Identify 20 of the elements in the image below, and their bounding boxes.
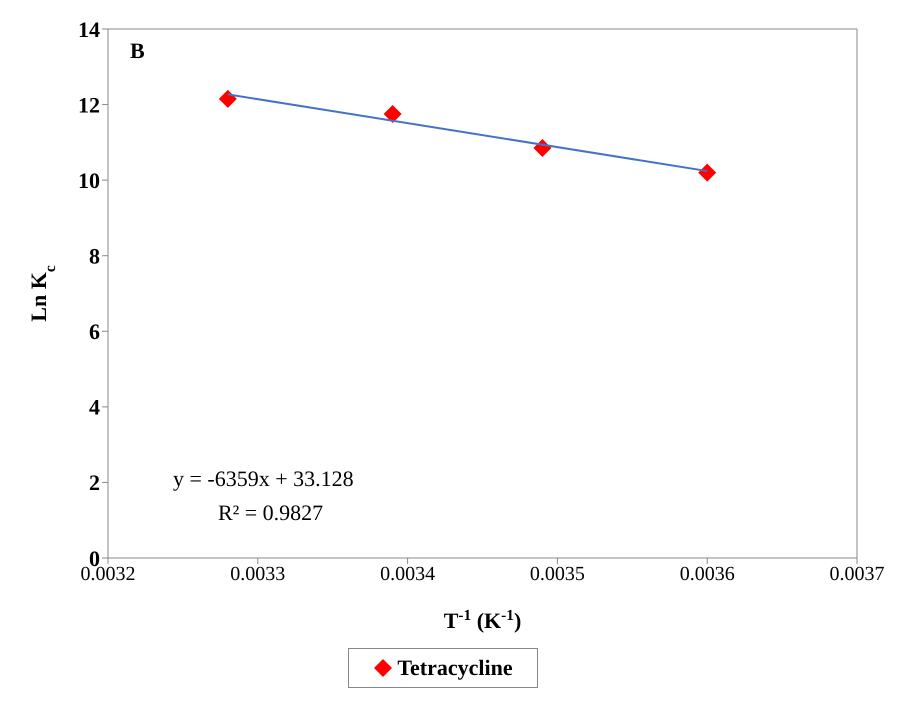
y-tick-label: 2: [89, 470, 100, 496]
x-tick-label: 0.0034: [380, 563, 436, 586]
y-tick-label: 12: [78, 92, 100, 118]
legend-label: Tetracycline: [397, 655, 513, 681]
point: [384, 105, 402, 124]
x-tick-label: 0.0035: [530, 563, 585, 586]
y-tick-label: 10: [78, 168, 100, 193]
y-tick-label: 14: [78, 16, 100, 42]
x-tick-label: 0.0033: [230, 563, 286, 586]
point: [218, 90, 237, 108]
x-tick-label: 0.0036: [680, 563, 735, 586]
x-axis-title: T$^{-1}$ (K$^{-1}$): [444, 606, 522, 633]
annotation: y = -6359x + 33.128: [173, 466, 354, 491]
annotation: B: [130, 38, 145, 63]
point: [698, 164, 716, 182]
annotation: R² = 0.9827: [218, 500, 324, 525]
x-tick-label: 0.0037: [830, 563, 884, 586]
y-tick-label: 6: [89, 319, 100, 344]
y-tick-label: 8: [89, 244, 100, 269]
y-tick-label: 4: [89, 394, 100, 420]
